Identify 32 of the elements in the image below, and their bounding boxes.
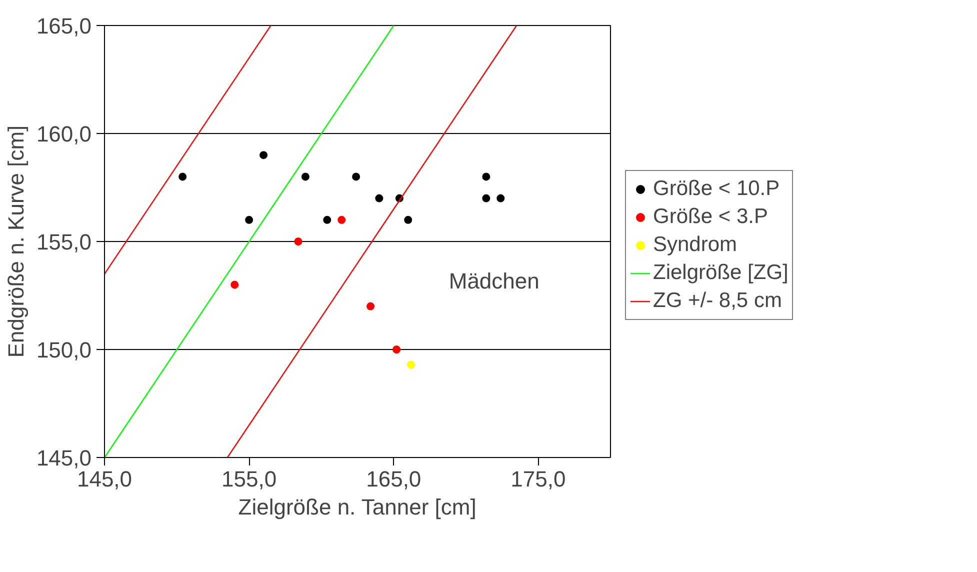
annotation: Mädchen — [448, 268, 540, 294]
legend-label: ZG +/- 8,5 cm — [653, 288, 782, 314]
point — [230, 280, 239, 289]
point — [392, 346, 401, 354]
y-axis-title: Endgröße n. Kurve [cm] — [3, 125, 28, 358]
y-tick-label: 155,0 — [36, 230, 92, 254]
point — [482, 194, 490, 202]
x-axis-title: Zielgröße n. Tanner [cm] — [238, 494, 476, 520]
y-tick-label: 165,0 — [36, 14, 92, 38]
point — [496, 194, 505, 202]
legend-label: Zielgröße [ZG] — [653, 260, 788, 286]
point — [260, 151, 268, 160]
y-tick-label: 150,0 — [36, 338, 92, 362]
legend-label: Größe < 3.P — [653, 204, 768, 230]
y-tick-label: 160,0 — [36, 122, 92, 146]
x-tick-label: 165,0 — [366, 466, 422, 492]
point — [245, 216, 254, 224]
point — [338, 216, 346, 224]
point — [404, 216, 412, 224]
point — [301, 172, 310, 181]
point — [482, 172, 490, 181]
legend-label: Größe < 10.P — [653, 176, 780, 202]
point — [352, 172, 360, 181]
x-tick-label: 175,0 — [510, 466, 566, 492]
point — [366, 302, 375, 310]
point — [406, 360, 415, 369]
point — [178, 172, 187, 181]
x-tick-label: 155,0 — [222, 466, 277, 492]
legend-label: Syndrom — [653, 232, 738, 258]
point — [375, 194, 384, 202]
point — [294, 238, 302, 246]
point — [323, 216, 332, 224]
